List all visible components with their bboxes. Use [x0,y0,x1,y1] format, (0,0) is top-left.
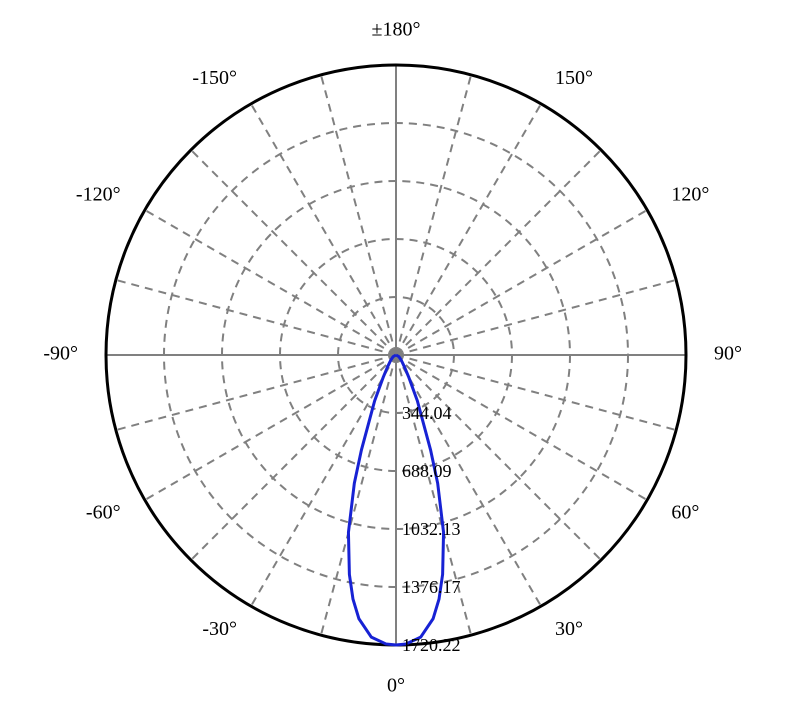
radial-label: 688.09 [402,461,452,481]
radial-label: 344.04 [402,403,452,423]
radial-label: 1376.17 [402,577,461,597]
angle-label: 30° [555,618,583,640]
angle-label: -30° [202,618,237,640]
radial-label: 1032.13 [402,519,461,539]
angle-label: ±180° [372,19,421,41]
angle-label: 120° [671,184,709,206]
angle-label: 150° [555,67,593,89]
angle-label: 60° [671,502,699,524]
angle-label: 90° [714,343,742,365]
angle-label: 0° [387,675,405,697]
polar-chart: 344.04 688.09 1032.13 1376.17 1720.22 0° 30° 60… [0,0,793,710]
angle-label: -60° [86,502,121,524]
angle-label: -120° [76,184,121,206]
angle-label: -90° [43,343,78,365]
radial-label: 1720.22 [402,635,461,655]
angle-label: -150° [192,67,237,89]
